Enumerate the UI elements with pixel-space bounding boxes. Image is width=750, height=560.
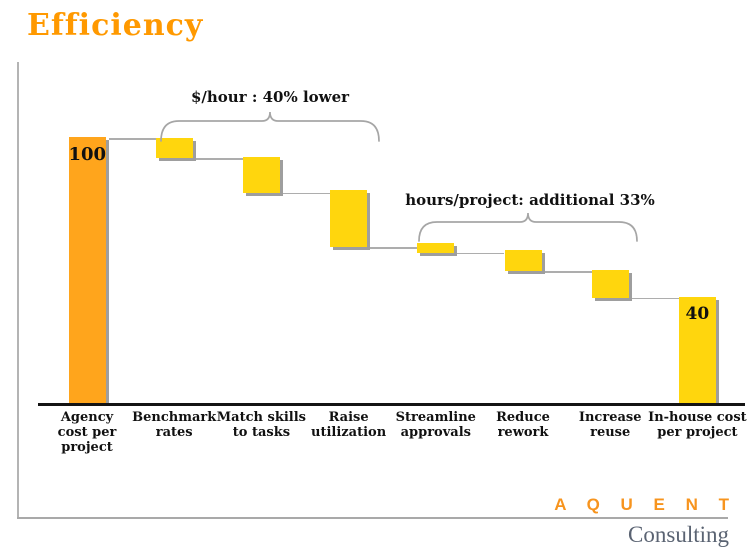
connector-line — [370, 247, 418, 249]
x-axis-line — [38, 403, 745, 406]
connector-line — [282, 192, 331, 195]
bar-in-house-cost-per-project — [678, 296, 716, 403]
axis-label-streamline-approvals: Streamline approvals — [395, 410, 476, 440]
slide-left-border — [17, 62, 19, 519]
bar-raise-utilization — [330, 190, 368, 248]
axis-label-in-house-cost-per-project: In-house cost per project — [648, 410, 747, 440]
bar-value-label: 40 — [685, 303, 710, 324]
slide-bottom-border — [17, 517, 728, 519]
axis-label-raise-utilization: Raise utilization — [311, 410, 387, 440]
bar-value-label: 100 — [68, 144, 107, 165]
bar-increase-reuse — [591, 270, 629, 298]
page-title: Efficiency — [27, 8, 204, 43]
axis-label-increase-reuse: Increase reuse — [578, 410, 642, 440]
bar-match-skills-to-tasks — [242, 156, 280, 193]
annotation-dollars-per-hour: $/hour : 40% lower — [190, 88, 350, 106]
connector-line — [457, 252, 505, 255]
connector-line — [544, 271, 592, 273]
bar-agency-cost-per-project — [68, 137, 106, 403]
connector-line — [631, 297, 679, 300]
axis-label-match-skills-to-tasks: Match skills to tasks — [216, 410, 306, 440]
axis-label-agency-cost-per-project: Agency cost per project — [57, 410, 117, 455]
bar-streamline-approvals — [417, 243, 455, 253]
brace-hours-per-project-icon — [418, 212, 638, 242]
connector-line — [108, 138, 156, 140]
brace-dollars-per-hour-icon — [160, 111, 380, 142]
annotation-hours-per-project: hours/project: additional 33% — [405, 191, 655, 209]
axis-label-benchmark-rates: Benchmark rates — [132, 410, 217, 440]
bar-benchmark-rates — [155, 138, 193, 159]
connector-line — [195, 158, 243, 160]
logo-block: A Q U E N T Consulting — [554, 495, 729, 548]
bar-reduce-rework — [504, 250, 542, 272]
logo-division-label: Consulting — [628, 522, 729, 547]
aquent-logo: A Q U E N T — [554, 495, 737, 514]
axis-label-reduce-rework: Reduce rework — [496, 410, 550, 440]
